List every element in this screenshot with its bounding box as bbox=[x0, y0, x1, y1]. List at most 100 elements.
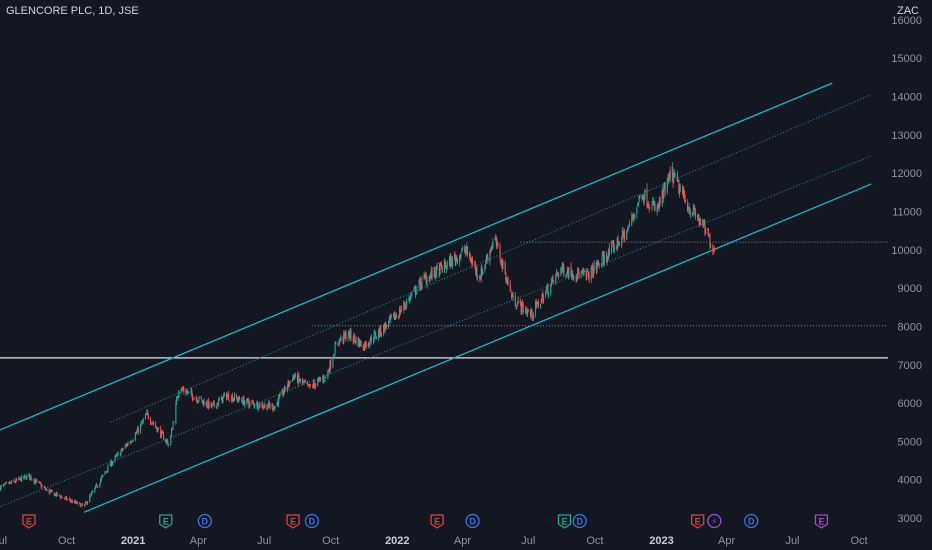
candle-body bbox=[555, 274, 557, 282]
candle-body bbox=[540, 303, 542, 308]
event-label: E bbox=[290, 517, 296, 527]
candle-body bbox=[684, 199, 686, 202]
candle-body bbox=[648, 207, 650, 209]
candle-body bbox=[390, 315, 392, 320]
candle-body bbox=[342, 337, 344, 342]
channel-median-line bbox=[110, 94, 872, 423]
candle-body bbox=[441, 266, 443, 273]
candle-body bbox=[350, 330, 352, 339]
candle-body bbox=[228, 393, 230, 400]
candle-body bbox=[548, 292, 550, 297]
candle-body bbox=[253, 403, 255, 407]
candle-body bbox=[466, 246, 469, 255]
candle-body bbox=[218, 398, 220, 400]
candle-body bbox=[587, 270, 589, 273]
candle-body bbox=[704, 222, 706, 234]
event-label: D bbox=[202, 517, 209, 527]
candle-body bbox=[516, 307, 518, 309]
candle-body bbox=[419, 281, 422, 289]
candle-body bbox=[364, 341, 367, 348]
candle-body bbox=[666, 178, 668, 193]
candle-body bbox=[66, 499, 68, 500]
candle-body bbox=[682, 189, 684, 196]
candle-body bbox=[676, 173, 678, 183]
candle-body bbox=[241, 402, 243, 405]
candle-body bbox=[312, 385, 314, 387]
candle-body bbox=[474, 263, 476, 265]
candle-body bbox=[702, 220, 705, 224]
candle-body bbox=[613, 248, 615, 251]
candle-body bbox=[186, 391, 188, 393]
candles bbox=[0, 162, 715, 508]
candle-body bbox=[367, 344, 369, 347]
candle-body bbox=[87, 501, 89, 505]
earnings-marker bbox=[286, 514, 300, 529]
candle-body bbox=[35, 479, 37, 483]
candle-body bbox=[451, 257, 453, 267]
candle-body bbox=[304, 382, 306, 383]
candle-body bbox=[535, 302, 537, 315]
candle-body bbox=[542, 296, 545, 304]
candle-body bbox=[557, 274, 559, 276]
channel-line bbox=[0, 82, 833, 431]
candle-body bbox=[428, 279, 430, 282]
candle-body bbox=[283, 386, 285, 393]
candle-body bbox=[273, 407, 275, 411]
event-label: E bbox=[561, 517, 567, 527]
candle-body bbox=[705, 229, 707, 235]
x-tick-label: Apr bbox=[454, 535, 471, 547]
candle-body bbox=[421, 277, 423, 288]
candle-body bbox=[511, 295, 513, 297]
candle-body bbox=[278, 395, 280, 398]
candle-body bbox=[291, 379, 293, 381]
candle-body bbox=[359, 339, 361, 346]
candle-body bbox=[85, 501, 87, 503]
candle-body bbox=[499, 246, 501, 261]
candle-body bbox=[213, 401, 215, 406]
candle-body bbox=[431, 270, 433, 278]
candle-body bbox=[28, 473, 30, 476]
candle-body bbox=[409, 297, 411, 302]
candle-body bbox=[21, 476, 23, 482]
candle-body bbox=[288, 382, 291, 386]
candle-body bbox=[590, 268, 592, 280]
candle-body bbox=[405, 306, 407, 308]
candle-body bbox=[25, 476, 27, 480]
candle-body bbox=[550, 284, 552, 294]
candle-body bbox=[349, 330, 351, 340]
candle-body bbox=[183, 388, 185, 392]
candle-body bbox=[297, 375, 299, 384]
candle-body bbox=[547, 285, 549, 295]
candle-body bbox=[522, 304, 524, 313]
candle-body bbox=[16, 478, 18, 481]
candle-body bbox=[319, 378, 321, 380]
candle-body bbox=[647, 204, 649, 208]
candle-body bbox=[228, 400, 230, 402]
candle-body bbox=[601, 255, 603, 265]
candle-body bbox=[486, 257, 488, 259]
candle-body bbox=[540, 298, 542, 304]
candle-body bbox=[582, 271, 584, 273]
candle-body bbox=[256, 402, 258, 408]
candle-body bbox=[587, 271, 589, 275]
candle-body bbox=[205, 401, 207, 406]
candle-body bbox=[612, 241, 614, 244]
candle-body bbox=[328, 369, 330, 372]
candle-body bbox=[263, 406, 265, 407]
candle-body bbox=[668, 177, 670, 183]
candle-body bbox=[119, 453, 121, 456]
y-tick-label: 7000 bbox=[898, 360, 922, 372]
candle-body bbox=[137, 428, 139, 433]
split-marker bbox=[707, 513, 722, 529]
candle-body bbox=[165, 440, 168, 443]
candle-body bbox=[56, 492, 58, 496]
candle-body bbox=[389, 315, 391, 320]
candle-body bbox=[257, 408, 259, 410]
candle-body bbox=[298, 374, 300, 380]
candle-body bbox=[637, 204, 639, 206]
candle-body bbox=[333, 356, 335, 358]
candle-body bbox=[577, 268, 579, 274]
candle-body bbox=[629, 224, 631, 226]
candle-body bbox=[120, 451, 122, 455]
